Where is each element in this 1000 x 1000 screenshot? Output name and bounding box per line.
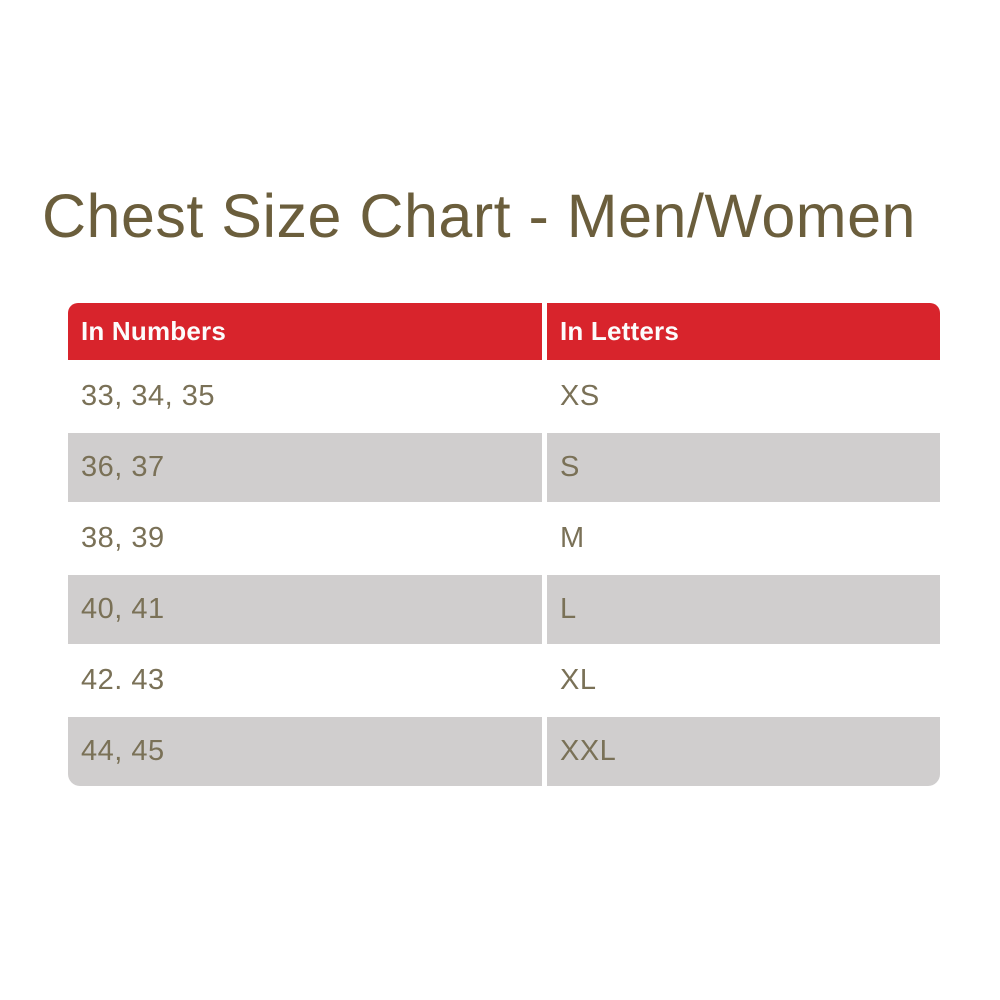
numbers-cell: 33, 34, 35 — [81, 380, 215, 412]
table-row: 36, 37 S — [68, 433, 940, 502]
table-row: 38, 39 M — [68, 504, 940, 573]
letters-cell: XL — [560, 664, 597, 696]
table-row: 40, 41 L — [68, 575, 940, 644]
table-row: 33, 34, 35 XS — [68, 362, 940, 431]
letters-cell: M — [560, 522, 585, 554]
numbers-cell: 42. 43 — [81, 664, 165, 696]
table-row: 44, 45 XXL — [68, 717, 940, 786]
letters-cell: S — [547, 433, 940, 502]
numbers-cell: 36, 37 — [68, 433, 542, 502]
numbers-cell: 38, 39 — [81, 522, 165, 554]
letters-cell: L — [547, 575, 940, 644]
page-title: Chest Size Chart - Men/Women — [42, 182, 916, 250]
size-chart-table: In Numbers In Letters 33, 34, 35 XS 36, … — [68, 303, 940, 786]
table-header-row: In Numbers In Letters — [68, 303, 940, 360]
column-header-in-letters: In Letters — [547, 303, 940, 360]
numbers-cell: 40, 41 — [68, 575, 542, 644]
table-row: 42. 43 XL — [68, 646, 940, 715]
numbers-cell: 44, 45 — [68, 717, 542, 786]
column-header-in-numbers: In Numbers — [68, 303, 542, 360]
letters-cell: XS — [560, 380, 600, 412]
letters-cell: XXL — [547, 717, 940, 786]
